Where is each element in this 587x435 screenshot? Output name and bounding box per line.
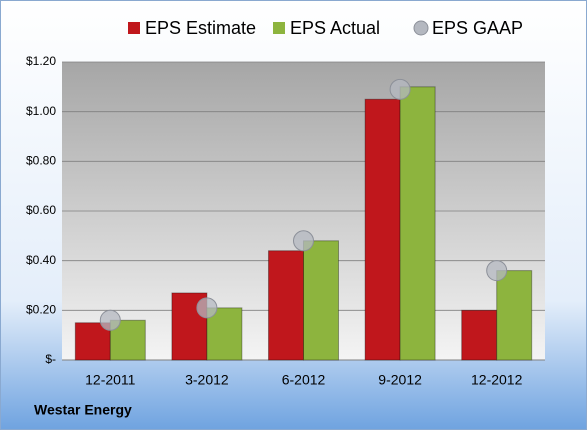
x-tick-label: 9-2012 — [378, 372, 422, 388]
y-tick-label: $0.20 — [26, 303, 56, 317]
point — [99, 309, 121, 331]
legend-marker — [273, 22, 285, 34]
x-tick-label: 6-2012 — [282, 372, 326, 388]
point — [486, 260, 508, 282]
y-tick-label: $0.40 — [26, 253, 56, 267]
point — [293, 230, 314, 252]
y-tick-label: $- — [45, 352, 56, 366]
legend-marker — [413, 20, 429, 36]
point — [196, 297, 218, 319]
legend-marker — [128, 22, 140, 34]
bar — [303, 240, 339, 361]
y-tick-label: $0.60 — [26, 203, 56, 217]
legend-label: EPS Actual — [290, 18, 380, 38]
x-tick-label: 3-2012 — [185, 372, 229, 388]
legend-label: EPS Estimate — [145, 18, 256, 38]
bar — [399, 86, 436, 361]
bar — [496, 270, 533, 361]
legend-label: EPS GAAP — [432, 18, 523, 38]
x-tick-label: 12-2012 — [471, 372, 523, 388]
y-tick-label: $1.20 — [26, 54, 56, 68]
bar — [461, 309, 498, 361]
bar — [364, 98, 401, 361]
point — [389, 78, 411, 100]
bar — [268, 250, 304, 361]
footer: Westar Energy — [34, 402, 132, 418]
y-tick-label: $1.00 — [26, 104, 56, 118]
x-tick-label: 12-2011 — [85, 372, 136, 388]
y-tick-label: $0.80 — [26, 154, 56, 168]
